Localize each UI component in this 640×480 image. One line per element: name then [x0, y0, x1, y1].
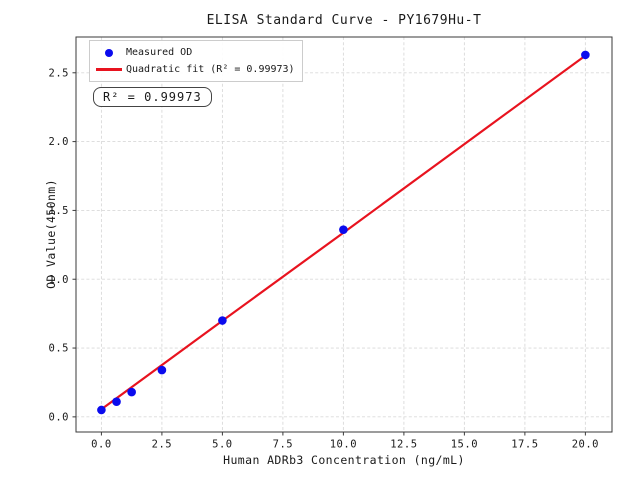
legend-marker-cell [92, 68, 126, 71]
data-point [112, 397, 121, 407]
scatter-dot-icon [105, 48, 113, 57]
data-point [127, 387, 136, 397]
legend-item-quadratic-fit: Quadratic fit (R² = 0.99973) [92, 61, 295, 78]
x-axis-label: Human ADRb3 Concentration (ng/mL) [223, 453, 465, 467]
x-tick-label: 15.0 [451, 439, 478, 451]
x-tick-label: 20.0 [572, 439, 599, 451]
y-tick-label: 2.5 [49, 67, 69, 79]
legend-label-measured-od: Measured OD [126, 47, 193, 58]
r-squared-annotation: R² = 0.99973 [93, 87, 212, 107]
y-tick-label: 0.0 [49, 411, 69, 423]
chart-title: ELISA Standard Curve - PY1679Hu-T [206, 13, 482, 28]
data-point [339, 225, 348, 234]
x-tick-label: 12.5 [390, 439, 417, 451]
x-tick-label: 17.5 [511, 439, 538, 451]
y-tick-label: 0.5 [49, 343, 69, 355]
y-tick-label: 1.0 [49, 274, 69, 286]
fit-line-icon [96, 68, 122, 71]
legend-item-measured-od: Measured OD [92, 44, 295, 61]
x-tick-label: 10.0 [330, 439, 357, 451]
x-tick-label: 5.0 [212, 439, 232, 451]
y-tick-label: 1.5 [49, 205, 69, 217]
data-point [157, 365, 167, 375]
y-tick-label: 2.0 [49, 136, 69, 148]
legend-marker-cell [92, 48, 126, 57]
legend: Measured OD Quadratic fit (R² = 0.99973) [89, 40, 303, 82]
plot-border [75, 36, 613, 433]
x-tick-label: 7.5 [273, 439, 293, 451]
data-point [97, 405, 106, 415]
x-tick-label: 2.5 [152, 439, 172, 451]
data-point [218, 316, 227, 325]
x-tick-label: 0.0 [91, 439, 111, 451]
legend-label-quadratic-fit: Quadratic fit (R² = 0.99973) [126, 64, 295, 75]
data-point [581, 50, 590, 60]
